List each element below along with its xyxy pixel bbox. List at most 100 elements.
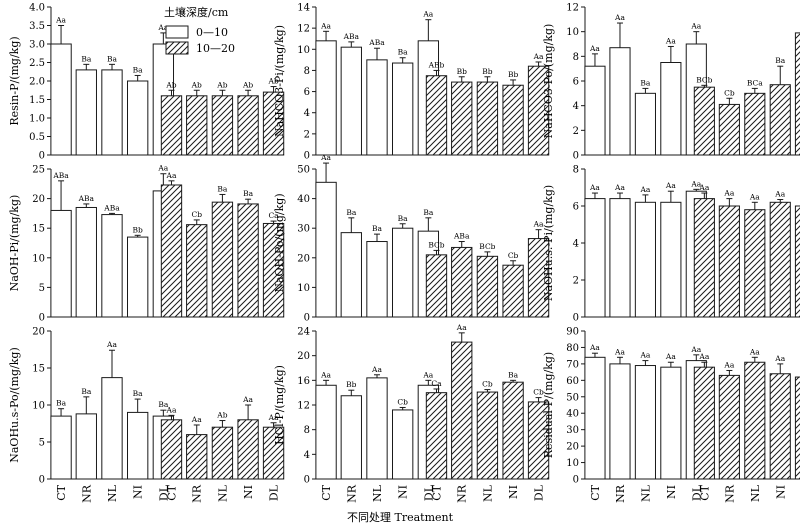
significance-label: BCb <box>696 75 712 84</box>
bar-10-20 <box>186 224 208 318</box>
y-tick-label: 40 <box>297 194 310 205</box>
significance-label: Cb <box>533 388 544 397</box>
significance-label: Aa <box>456 323 467 332</box>
x-tick-label: NL <box>749 484 762 502</box>
y-tick-label: 15 <box>32 224 45 235</box>
bar-10-20 <box>211 426 234 480</box>
significance-label: BCb <box>428 240 444 249</box>
bar-10-20 <box>744 92 766 156</box>
significance-label: ABa <box>103 203 120 212</box>
y-tick-label: 20 <box>32 194 45 205</box>
significance-label: Aa <box>749 347 760 356</box>
x-axis-title: 不同处理 Treatment <box>347 511 454 524</box>
y-tick-label: 4 <box>573 239 579 250</box>
bar-0-10 <box>660 366 682 480</box>
significance-label: Ab <box>191 80 202 89</box>
bar-0-10 <box>392 62 414 156</box>
y-axis-label: NaOHu.s.-Pi/(mg/kg) <box>542 185 555 301</box>
bar-10-20 <box>744 209 766 318</box>
bar-10-20 <box>451 246 473 318</box>
x-tick-label: NR <box>345 484 358 503</box>
significance-label: Ba <box>508 370 519 379</box>
bar-10-20 <box>718 205 740 318</box>
significance-label: Ba <box>372 224 383 233</box>
significance-label: Aa <box>589 44 600 53</box>
bar-10-20 <box>769 373 791 480</box>
bar-10-20 <box>237 95 259 156</box>
bar-0-10 <box>584 198 606 318</box>
legend-label-open: 0—10 <box>196 26 228 39</box>
significance-label: Cb <box>482 380 493 389</box>
significance-label: ABb <box>428 60 445 69</box>
bar-10-20 <box>718 103 740 156</box>
y-tick-label: 3.5 <box>29 21 45 32</box>
bar-0-10 <box>392 227 414 318</box>
significance-label: Ba <box>217 184 228 193</box>
x-tick-label: NR <box>723 484 736 503</box>
y-tick-label: 0 <box>304 475 310 486</box>
y-tick-label: 10 <box>566 458 579 469</box>
significance-label: Aa <box>665 36 676 45</box>
significance-label: Aa <box>698 183 709 192</box>
significance-label: Ba <box>640 78 651 87</box>
significance-label: Ba <box>398 214 409 223</box>
bar-0-10 <box>609 47 631 156</box>
bar-0-10 <box>50 209 72 318</box>
bar-0-10 <box>609 198 631 318</box>
significance-label: Ba <box>775 56 786 65</box>
y-tick-label: 5 <box>39 438 45 449</box>
y-tick-label: 2.0 <box>29 77 45 88</box>
bar-10-20 <box>502 381 524 480</box>
significance-label: Cb <box>508 251 519 260</box>
significance-label: Bb <box>508 70 519 79</box>
x-tick-label: CT <box>589 484 602 500</box>
significance-label: Ba <box>107 54 118 63</box>
x-tick-label: DL <box>533 484 546 501</box>
bar-0-10 <box>660 201 682 318</box>
y-tick-label: 0 <box>573 151 579 162</box>
bar-0-10 <box>315 181 337 318</box>
y-tick-label: 10 <box>297 283 310 294</box>
y-tick-label: 0 <box>573 313 579 324</box>
y-tick-label: 0 <box>39 475 45 486</box>
significance-label: Ab <box>216 411 227 420</box>
legend: 土壤深度/cm 0—10 10—20 <box>164 5 235 55</box>
bar-10-20 <box>794 205 800 318</box>
bar-0-10 <box>340 232 362 318</box>
bar-0-10 <box>315 384 337 480</box>
bar-10-20 <box>794 376 800 480</box>
bar-0-10 <box>75 69 97 156</box>
y-tick-label: 4 <box>573 101 579 112</box>
significance-label: Aa <box>166 405 177 414</box>
significance-label: Aa <box>157 23 168 32</box>
x-tick-label: DL <box>690 484 703 501</box>
y-tick-label: 6 <box>304 87 310 98</box>
x-tick-label: DL <box>268 484 281 501</box>
significance-label: Aa <box>639 185 650 194</box>
bar-0-10 <box>75 413 97 480</box>
significance-label: Aa <box>690 345 701 354</box>
bar-0-10 <box>340 395 362 480</box>
significance-label: Ba <box>133 389 144 398</box>
bar-0-10 <box>101 214 123 318</box>
bar-10-20 <box>237 203 259 318</box>
bar-10-20 <box>451 81 473 156</box>
chart-panel: 0 5 10 15 20 NaOHu.s-Po/(mg/kg) Ba CT Ba NR Aa NL Ba… <box>8 327 285 503</box>
significance-label: Aa <box>422 370 433 379</box>
significance-label: Aa <box>614 347 625 356</box>
y-axis-label: NaHCO3-Pi/(mg/kg) <box>273 25 286 137</box>
bar-0-10 <box>660 62 682 156</box>
x-tick-label: NL <box>216 484 229 502</box>
x-tick-label: NR <box>80 484 93 503</box>
significance-label: Aa <box>157 164 168 173</box>
chart-panel: 0 5 10 15 20 25 NaOH-Pi/(mg/kg) ABa ABa ABa Bb AaAa… <box>8 164 285 324</box>
y-axis-label: HCl-P/(mg/kg) <box>273 365 286 445</box>
y-axis-label: Residual-P/(mg/kg) <box>542 352 555 458</box>
significance-label: Aa <box>55 16 66 25</box>
bar-10-20 <box>794 32 800 156</box>
y-tick-label: 10 <box>566 27 579 38</box>
significance-label: Ba <box>56 399 67 408</box>
bar-10-20 <box>769 201 791 318</box>
y-tick-label: 10 <box>297 45 310 56</box>
bar-0-10 <box>609 363 631 480</box>
